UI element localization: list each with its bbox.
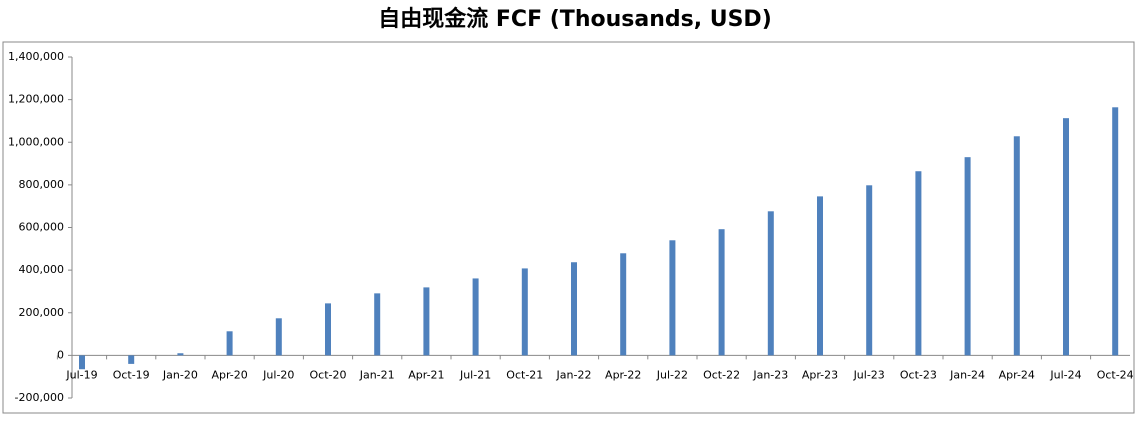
x-tick-label: Jan-24 (949, 368, 985, 381)
bar (620, 253, 627, 356)
x-tick-label: Oct-19 (113, 368, 150, 381)
plot-frame (2, 41, 1135, 414)
x-tick-label: Apr-21 (408, 368, 444, 381)
x-tick-label: Jul-19 (65, 368, 97, 381)
y-tick-label: -200,000 (15, 391, 64, 404)
y-tick-label: 200,000 (19, 306, 65, 319)
x-tick-label: Oct-20 (310, 368, 347, 381)
chart-title: 自由现金流 FCF (Thousands, USD) (378, 6, 772, 32)
y-tick-label: 1,400,000 (8, 50, 64, 63)
y-tick-label: 400,000 (19, 263, 65, 276)
x-tick-label: Jul-24 (1049, 368, 1081, 381)
y-tick-label: 1,200,000 (8, 93, 64, 106)
x-tick-label: Oct-22 (703, 368, 740, 381)
x-tick-label: Oct-24 (1097, 368, 1134, 381)
y-tick-label: 1,000,000 (8, 135, 64, 148)
x-tick-label: Oct-23 (900, 368, 937, 381)
bar (472, 278, 479, 356)
x-tick-label: Oct-21 (506, 368, 543, 381)
bar (1112, 107, 1119, 356)
bar (325, 303, 331, 356)
x-tick-label: Apr-22 (605, 368, 641, 381)
bar (718, 229, 725, 356)
bar (571, 262, 577, 356)
x-tick-label: Jul-22 (656, 368, 688, 381)
bar (964, 157, 971, 356)
x-tick-label: Jan-22 (556, 368, 592, 381)
x-tick-label: Apr-20 (211, 368, 247, 381)
x-tick-label: Jan-23 (752, 368, 788, 381)
x-tick-label: Jan-21 (359, 368, 395, 381)
bar (128, 355, 135, 364)
x-tick-label: Jul-20 (262, 368, 294, 381)
bar (521, 268, 528, 356)
bar (669, 240, 676, 356)
x-tick-label: Apr-24 (999, 368, 1035, 381)
bar (374, 293, 381, 356)
x-tick-label: Apr-23 (802, 368, 838, 381)
bar (423, 287, 430, 356)
x-tick-label: Jul-21 (459, 368, 491, 381)
x-tick-label: Jul-23 (853, 368, 885, 381)
bar (1063, 118, 1069, 356)
bar (79, 355, 85, 370)
bar (915, 171, 922, 356)
bar (275, 318, 282, 356)
y-tick-label: 0 (57, 348, 64, 361)
bar (226, 331, 233, 356)
bar (177, 353, 184, 356)
bar (1013, 136, 1020, 356)
bar (866, 185, 873, 356)
x-tick-label: Jan-20 (162, 368, 198, 381)
bar (817, 196, 823, 356)
y-tick-label: 600,000 (19, 221, 65, 234)
bar (767, 211, 774, 356)
y-tick-label: 800,000 (19, 178, 65, 191)
